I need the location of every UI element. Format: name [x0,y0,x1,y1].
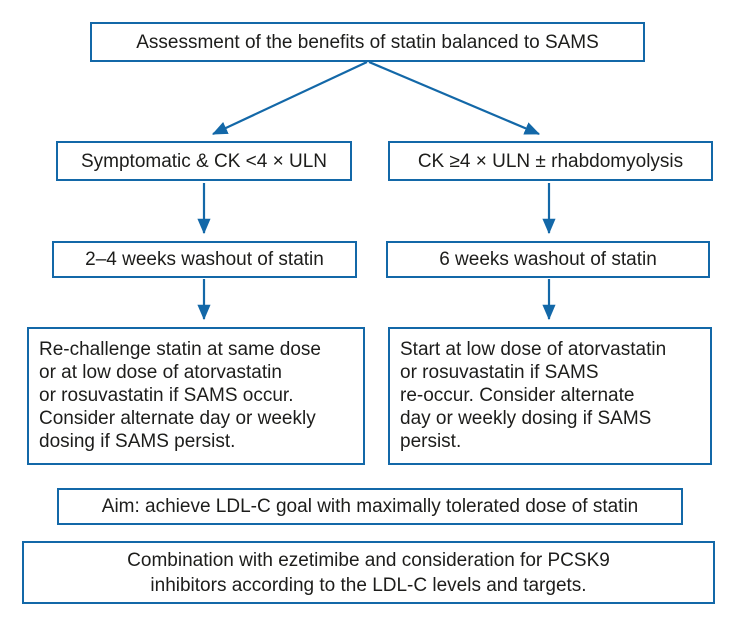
restart-action-box: Start at low dose of atorvastatin or ros… [388,327,712,465]
assessment-box: Assessment of the benefits of statin bal… [90,22,645,62]
symptomatic-condition-box: Symptomatic & CK <4 × ULN [56,141,352,181]
ck-high-condition-box: CK ≥4 × ULN ± rhabdomyolysis [388,141,713,181]
arrow-assessment-to-symptomatic [212,61,368,135]
washout-2-4-weeks-box: 2–4 weeks washout of statin [52,241,357,278]
rechallenge-action-box: Re-challenge statin at same dose or at l… [27,327,365,465]
aim-box: Aim: achieve LDL-C goal with maximally t… [57,488,683,525]
washout-6-weeks-box: 6 weeks washout of statin [386,241,710,278]
arrow-assessment-to-ck-high [368,60,541,136]
combination-box: Combination with ezetimibe and considera… [22,541,715,604]
